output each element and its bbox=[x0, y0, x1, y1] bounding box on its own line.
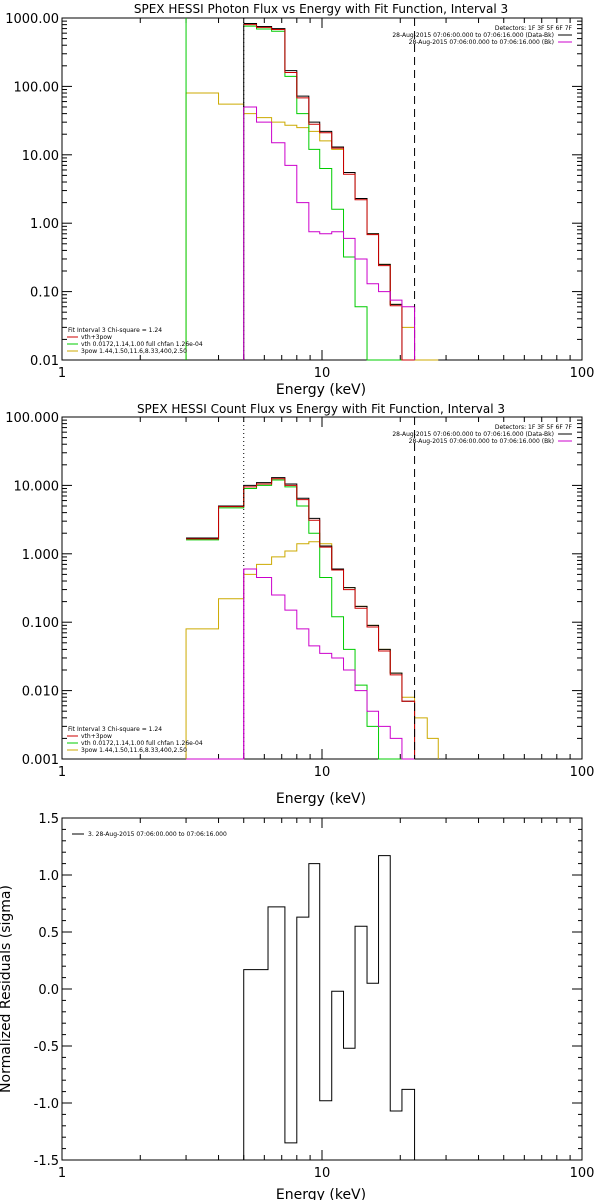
y-tick-label: 10.000 bbox=[14, 479, 60, 494]
series-data-line bbox=[243, 23, 415, 361]
count-flux-panel: SPEX HESSI Count Flux vs Energy with Fit… bbox=[5, 402, 594, 807]
legend-right-entry: 28-Aug-2015 07:06:00.000 to 07:06:16.000… bbox=[392, 32, 554, 39]
y-tick-label: 0.01 bbox=[30, 354, 59, 369]
count-plot-frame bbox=[61, 416, 583, 760]
residuals-legend-entry: 3. 28-Aug-2015 07:06:00.000 to 07:06:16.… bbox=[88, 831, 227, 838]
y-tick-label: 1.000 bbox=[22, 548, 59, 563]
residuals-line bbox=[243, 855, 416, 1160]
series-total-fit-line bbox=[243, 24, 415, 361]
y-tick-label: 0.100 bbox=[22, 616, 59, 631]
y-tick-label: -1.5 bbox=[34, 1154, 59, 1169]
photon-flux-panel: SPEX HESSI Photon Flux vs Energy with Fi… bbox=[5, 2, 594, 398]
series-data-line bbox=[186, 477, 416, 759]
photon-chart-title: SPEX HESSI Photon Flux vs Energy with Fi… bbox=[134, 2, 508, 16]
x-tick-label: 10 bbox=[314, 1166, 331, 1181]
legend-left-entry: vth 0.0172,1.14,1.00 full chfan 1.26e-04 bbox=[81, 341, 203, 348]
legend-left-entry: vth+3pow bbox=[81, 733, 112, 740]
residuals-series bbox=[243, 855, 416, 1160]
count-chart-title: SPEX HESSI Count Flux vs Energy with Fit… bbox=[137, 402, 505, 416]
legend-right-entry: 28-Aug-2015 07:06:00.000 to 07:06:16.000… bbox=[392, 431, 554, 438]
y-tick-label: 0.001 bbox=[22, 753, 59, 768]
x-tick-label: 1 bbox=[58, 1166, 66, 1181]
y-tick-label: -0.5 bbox=[34, 1040, 59, 1055]
y-tick-label: 1.0 bbox=[38, 869, 59, 884]
y-tick-label: 1.5 bbox=[38, 812, 59, 827]
x-tick-label: 100 bbox=[570, 765, 595, 780]
x-tick-label: 1 bbox=[58, 765, 66, 780]
series-total-fit-line bbox=[186, 478, 416, 759]
legend-left-entry: vth+3pow bbox=[81, 334, 112, 341]
residuals-panel: 1 10 100 -1.5 -1.0 -0.5 0.0 0.5 1.0 1.5 3. 28-Aug… bbox=[0, 812, 594, 1200]
y-tick-label: 1000.00 bbox=[5, 12, 59, 27]
residuals-y-axis-label: Normalized Residuals (sigma) bbox=[0, 885, 14, 1093]
count-series bbox=[185, 477, 439, 760]
legend-right-entry: 28-Aug-2015 07:06:00.000 to 07:06:16.000… bbox=[409, 39, 554, 46]
residuals-plot-frame bbox=[61, 817, 583, 1161]
y-tick-label: 0.010 bbox=[22, 685, 59, 700]
series-3pow-line bbox=[185, 541, 439, 759]
y-tick-label: 0.0 bbox=[38, 983, 59, 998]
y-tick-label: 10.00 bbox=[22, 149, 59, 164]
series-background-line bbox=[186, 568, 415, 760]
count-vlines bbox=[243, 417, 416, 759]
x-tick-label: 10 bbox=[314, 765, 331, 780]
legend-left-entry: 3pow 1.44,1.50,11.6,8.33,400,2.50 bbox=[81, 348, 187, 355]
legend-left-entry: 3pow 1.44,1.50,11.6,8.33,400,2.50 bbox=[81, 747, 187, 754]
legend-right-entry: Detectors: 1F 3F 5F 6F 7F bbox=[495, 25, 573, 32]
photon-vlines bbox=[243, 18, 416, 360]
series-3pow-line bbox=[185, 92, 439, 361]
residuals-legend: 3. 28-Aug-2015 07:06:00.000 to 07:06:16.… bbox=[72, 831, 227, 838]
y-tick-label: 0.5 bbox=[38, 926, 59, 941]
legend-right-entry: Detectors: 1F 3F 5F 6F 7F bbox=[495, 424, 573, 431]
photon-series bbox=[185, 18, 439, 361]
y-tick-label: 1.00 bbox=[30, 217, 59, 232]
series-background-line bbox=[243, 106, 416, 360]
series-vth-line bbox=[186, 479, 415, 760]
photon-ticks: 1 10 100 0.01 0.10 1.00 10.00 100.00 1000.00 bbox=[5, 12, 594, 381]
y-tick-label: 100.00 bbox=[14, 80, 60, 95]
y-tick-label: 0.10 bbox=[30, 286, 59, 301]
y-tick-label: -1.0 bbox=[34, 1097, 59, 1112]
legend-left-entry: Fit Interval 3 Chi-square = 1.24 bbox=[68, 327, 162, 334]
x-tick-label: 10 bbox=[314, 366, 331, 381]
legend-left-entry: Fit Interval 3 Chi-square = 1.24 bbox=[68, 726, 162, 733]
count-x-axis-label: Energy (keV) bbox=[276, 791, 366, 807]
residuals-x-axis-label: Energy (keV) bbox=[276, 1187, 366, 1200]
x-tick-label: 100 bbox=[570, 1166, 595, 1181]
residuals-ticks: 1 10 100 -1.5 -1.0 -0.5 0.0 0.5 1.0 1.5 bbox=[34, 812, 595, 1181]
photon-plot-frame bbox=[61, 17, 583, 361]
legend-left-entry: vth 0.0172,1.14,1.00 full chfan 1.26e-04 bbox=[81, 740, 203, 747]
x-tick-label: 1 bbox=[58, 366, 66, 381]
series-vth-line bbox=[243, 25, 415, 361]
y-tick-label: 100.000 bbox=[5, 411, 59, 426]
legend-right-entry: 28-Aug-2015 07:06:00.000 to 07:06:16.000… bbox=[409, 438, 554, 445]
photon-x-axis-label: Energy (keV) bbox=[276, 382, 366, 398]
x-tick-label: 100 bbox=[570, 366, 595, 381]
count-ticks: 1 10 100 0.001 0.010 0.100 1.000 10.000 100.000 bbox=[5, 411, 594, 780]
